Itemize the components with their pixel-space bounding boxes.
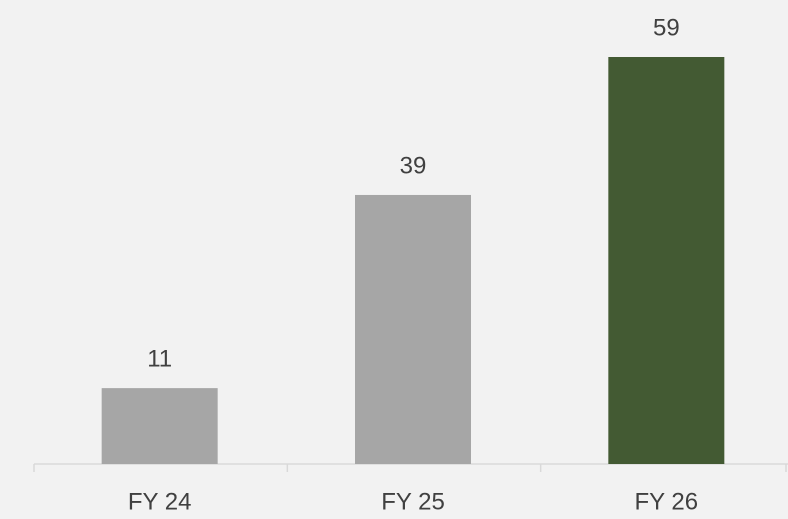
data-label: 39: [400, 152, 427, 179]
x-tick-label: FY 25: [381, 488, 445, 515]
data-label: 11: [147, 345, 172, 372]
x-tick-label: FY 24: [128, 488, 192, 515]
data-label: 59: [653, 14, 680, 41]
bar: [101, 388, 218, 464]
x-tick-label: FY 26: [635, 488, 699, 515]
bar: [608, 57, 725, 464]
bar: [355, 194, 471, 464]
